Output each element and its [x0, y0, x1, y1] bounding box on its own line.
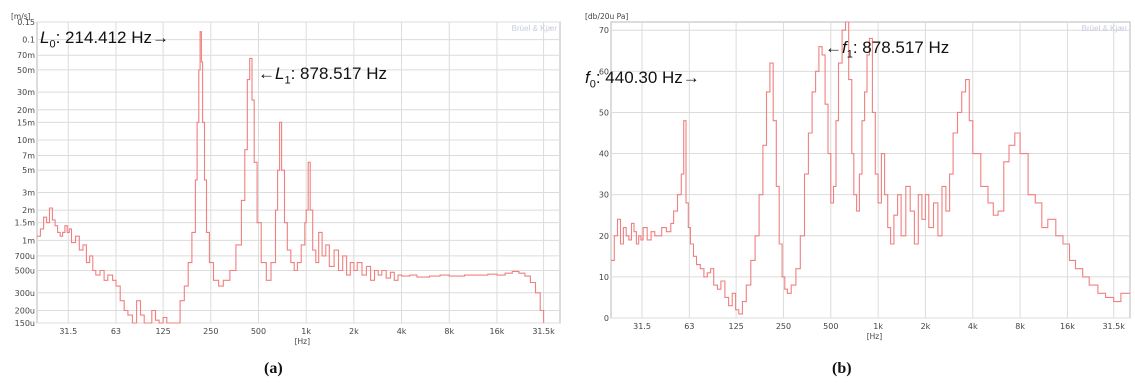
- x-tick-label: 8k: [1015, 322, 1025, 331]
- y-tick-label: 2m: [22, 206, 35, 215]
- x-tick-label: 250: [203, 327, 218, 336]
- x-tick-label: 4k: [968, 322, 978, 331]
- y-tick-label: 7m: [22, 152, 35, 161]
- series-line: [37, 31, 545, 324]
- x-tick-label: 31.5: [633, 322, 651, 331]
- y-tick-label: 5m: [22, 166, 35, 175]
- x-tick-label: 250: [776, 322, 791, 331]
- caption-a: (a): [264, 360, 283, 377]
- x-tick-label: 31.5: [59, 327, 77, 336]
- x-axis-label: [Hz]: [867, 332, 883, 341]
- x-tick-label: 16k: [1060, 322, 1075, 331]
- y-tick-label: 10m: [17, 136, 35, 145]
- x-tick-label: 125: [728, 322, 743, 331]
- series-line: [611, 21, 1130, 315]
- brand-watermark: Brüel & Kjær: [1082, 24, 1128, 33]
- annotation-l0: L0: 214.412 Hz→: [40, 28, 169, 51]
- x-tick-label: 4k: [397, 327, 407, 336]
- x-tick-label: 63: [111, 327, 121, 336]
- y-tick-label: 3m: [22, 188, 35, 197]
- y-tick-label: 60: [599, 67, 609, 76]
- caption-b: (b): [832, 360, 852, 377]
- x-tick-label: 16k: [490, 327, 505, 336]
- y-tick-label: 20: [599, 232, 609, 241]
- y-tick-label: 700u: [15, 252, 35, 261]
- annotation-f0: f0: 440.30 Hz→: [585, 68, 700, 91]
- brand-watermark: Brüel & Kjær: [512, 24, 558, 33]
- x-tick-label: 500: [251, 327, 266, 336]
- y-tick-label: 40: [599, 150, 609, 159]
- x-tick-label: 2k: [921, 322, 931, 331]
- y-tick-label: 70m: [17, 51, 35, 60]
- y-tick-label: 50: [599, 108, 609, 117]
- y-tick-label: 1m: [22, 236, 35, 245]
- y-tick-label: 15m: [17, 118, 35, 127]
- x-axis-label: [Hz]: [295, 337, 311, 346]
- annotation-l1: ←L1: 878.517 Hz: [258, 64, 387, 87]
- y-axis-label: [m/s]: [11, 12, 31, 21]
- y-tick-label: 200u: [15, 306, 35, 315]
- y-axis-label: [db/20u Pa]: [585, 12, 628, 21]
- y-tick-label: 300u: [15, 289, 35, 298]
- y-tick-label: 500u: [15, 267, 35, 276]
- y-tick-label: 0.15: [17, 18, 35, 27]
- y-tick-label: 70: [599, 26, 609, 35]
- y-tick-label: 30: [599, 191, 609, 200]
- x-tick-label: 31.5k: [1102, 322, 1125, 331]
- y-tick-label: 1.5m: [14, 219, 35, 228]
- panel-a: 31.5 63 125 250 500 1k 2k 4k 8k 16k 31.5k 0.15 0.1 70…: [0, 0, 567, 387]
- x-tick-label: 500: [823, 322, 838, 331]
- x-tick-label: 2k: [349, 327, 359, 336]
- y-tick-label: 30m: [17, 88, 35, 97]
- y-tick-label: 20m: [17, 106, 35, 115]
- chart-b: 31.5 63 125 250 500 1k 2k 4k 8k 16k 31.5k 0 10 20 30 40…: [585, 12, 1131, 341]
- y-tick-label: 150u: [15, 319, 35, 328]
- x-tick-label: 63: [684, 322, 694, 331]
- chart-a: 31.5 63 125 250 500 1k 2k 4k 8k 16k 31.5k 0.15 0.1 70…: [11, 12, 561, 346]
- y-tick-label: 50m: [17, 66, 35, 75]
- plot-area: [36, 21, 561, 324]
- x-tick-label: 1k: [301, 327, 311, 336]
- x-tick-label: 1k: [873, 322, 883, 331]
- x-tick-label: 125: [155, 327, 170, 336]
- y-tick-label: 0.1: [22, 36, 35, 45]
- x-tick-label: 8k: [444, 327, 454, 336]
- x-tick-label: 31.5k: [532, 327, 555, 336]
- y-tick-label: 10: [599, 273, 609, 282]
- panel-b: 31.5 63 125 250 500 1k 2k 4k 8k 16k 31.5k 0 10 20 30 40…: [567, 0, 1135, 387]
- annotation-f1: ←f1: 878.517 Hz: [825, 38, 950, 61]
- y-tick-label: 0: [604, 314, 609, 323]
